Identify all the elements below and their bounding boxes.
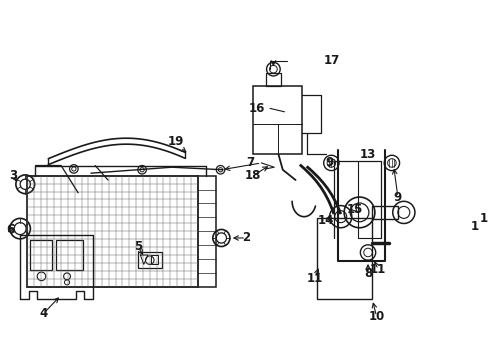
Text: 13: 13 xyxy=(359,148,375,161)
Bar xyxy=(316,219,371,300)
Text: 12: 12 xyxy=(478,212,488,225)
Bar xyxy=(371,206,397,219)
Bar xyxy=(197,176,216,287)
Text: 8: 8 xyxy=(363,267,371,280)
Text: 11: 11 xyxy=(306,271,323,284)
Bar xyxy=(265,73,281,86)
Text: 19: 19 xyxy=(168,135,184,148)
Text: 17: 17 xyxy=(324,54,340,67)
Text: 14: 14 xyxy=(317,215,333,228)
Text: 5: 5 xyxy=(133,240,142,253)
Text: 9: 9 xyxy=(393,190,401,203)
Text: 6: 6 xyxy=(6,223,14,236)
Text: 3: 3 xyxy=(9,169,18,182)
Bar xyxy=(56,240,83,270)
Text: 2: 2 xyxy=(242,231,250,244)
Text: 4: 4 xyxy=(40,306,48,320)
Text: 15: 15 xyxy=(346,203,363,216)
Bar xyxy=(27,176,197,287)
Text: 16: 16 xyxy=(248,102,265,115)
Text: 10: 10 xyxy=(367,310,384,323)
Text: 7: 7 xyxy=(246,157,254,170)
Bar xyxy=(252,86,302,154)
Text: 11: 11 xyxy=(369,263,386,276)
Bar xyxy=(138,252,162,268)
Text: 1: 1 xyxy=(469,220,478,233)
Text: 18: 18 xyxy=(244,169,261,182)
Bar xyxy=(30,240,52,270)
Text: 9: 9 xyxy=(325,157,333,170)
